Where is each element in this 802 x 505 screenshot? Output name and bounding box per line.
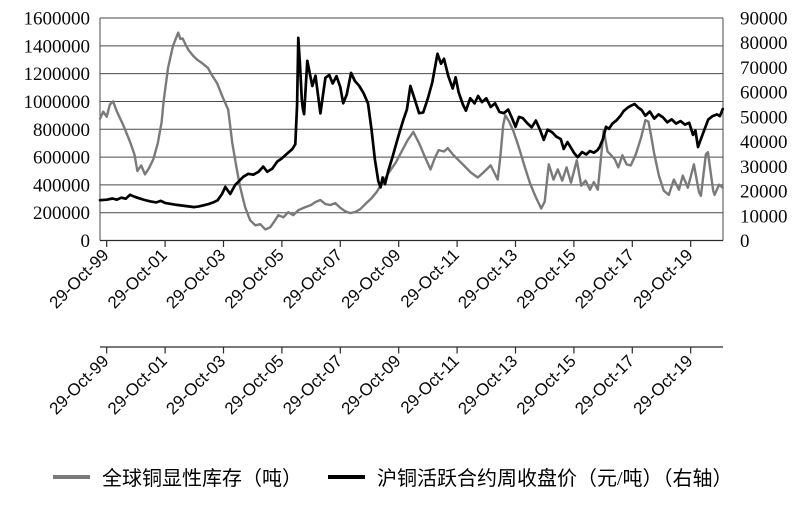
x-axis-tick-label: 29-Oct-07 [279,245,346,312]
x-axis-tick-label: 29-Oct-15 [513,245,580,312]
x-axis-tick-label: 29-Oct-09 [338,245,405,312]
left-axis-tick-label: 1000000 [24,92,91,113]
right-axis-tick-label: 20000 [740,182,788,203]
right-axis-tick-label: 60000 [740,83,788,104]
right-axis-tick-label: 70000 [740,58,788,79]
x-axis-tick-label: 29-Oct-01 [104,245,171,312]
legend-item-inventory: 全球铜显性库存（吨） [53,462,302,491]
secondary-x-axis-tick-label: 29-Oct-13 [454,351,521,418]
secondary-x-axis-tick-label: 29-Oct-19 [630,351,697,418]
secondary-x-axis-tick-label: 29-Oct-15 [513,351,580,418]
secondary-x-axis-tick-label: 29-Oct-05 [221,351,288,418]
left-axis-tick-label: 0 [81,231,91,252]
left-axis-tick-label: 1400000 [24,36,91,57]
x-axis-tick-label: 29-Oct-11 [397,245,463,311]
secondary-x-axis-tick-label: 29-Oct-03 [162,351,229,418]
legend-item-price: 沪铜活跃合约周收盘价（元/吨）（右轴） [328,462,733,491]
right-axis-tick-label: 0 [740,231,750,252]
price-line-swatch [328,474,365,479]
left-axis-tick-label: 1600000 [24,9,91,30]
x-axis-tick-label: 29-Oct-19 [630,245,697,312]
right-axis-tick-label: 50000 [740,107,788,128]
x-axis-tick-label: 29-Oct-99 [46,245,113,312]
legend-label-inventory: 全球铜显性库存（吨） [102,468,302,490]
secondary-x-axis-tick-label: 29-Oct-09 [338,351,405,418]
right-axis-tick-label: 80000 [740,33,788,54]
x-axis-tick-label: 29-Oct-03 [162,245,229,312]
right-axis-tick-label: 90000 [740,9,788,30]
secondary-x-axis-tick-label: 29-Oct-99 [46,351,113,418]
right-axis-tick-label: 30000 [740,157,788,178]
secondary-x-axis-tick-label: 29-Oct-07 [279,351,346,418]
secondary-x-axis-tick-label: 29-Oct-11 [397,351,463,417]
left-axis-tick-label: 200000 [33,203,90,224]
left-axis-tick-label: 600000 [33,148,90,169]
legend: 全球铜显性库存（吨） 沪铜活跃合约周收盘价（元/吨）（右轴） [53,462,733,491]
x-axis-tick-label: 29-Oct-13 [454,245,521,312]
right-axis-tick-label: 40000 [740,132,788,153]
legend-label-price: 沪铜活跃合约周收盘价（元/吨）（右轴） [377,468,733,490]
left-axis-tick-label: 400000 [33,175,90,196]
axis-labels: 1600000140000012000001000000800000600000… [24,9,788,419]
secondary-x-axis-tick-label: 29-Oct-01 [104,351,171,418]
axes [100,239,723,354]
inventory-series-line [98,31,724,231]
x-axis-tick-label: 29-Oct-05 [221,245,288,312]
series-lines [98,31,725,231]
left-axis-tick-label: 1200000 [24,64,91,85]
secondary-x-axis-tick-label: 29-Oct-17 [571,351,638,418]
inventory-line-swatch [53,474,90,479]
x-axis-tick-label: 29-Oct-17 [571,245,638,312]
left-axis-tick-label: 800000 [33,120,90,141]
price-series-line [98,36,725,209]
right-axis-tick-label: 10000 [740,206,788,227]
